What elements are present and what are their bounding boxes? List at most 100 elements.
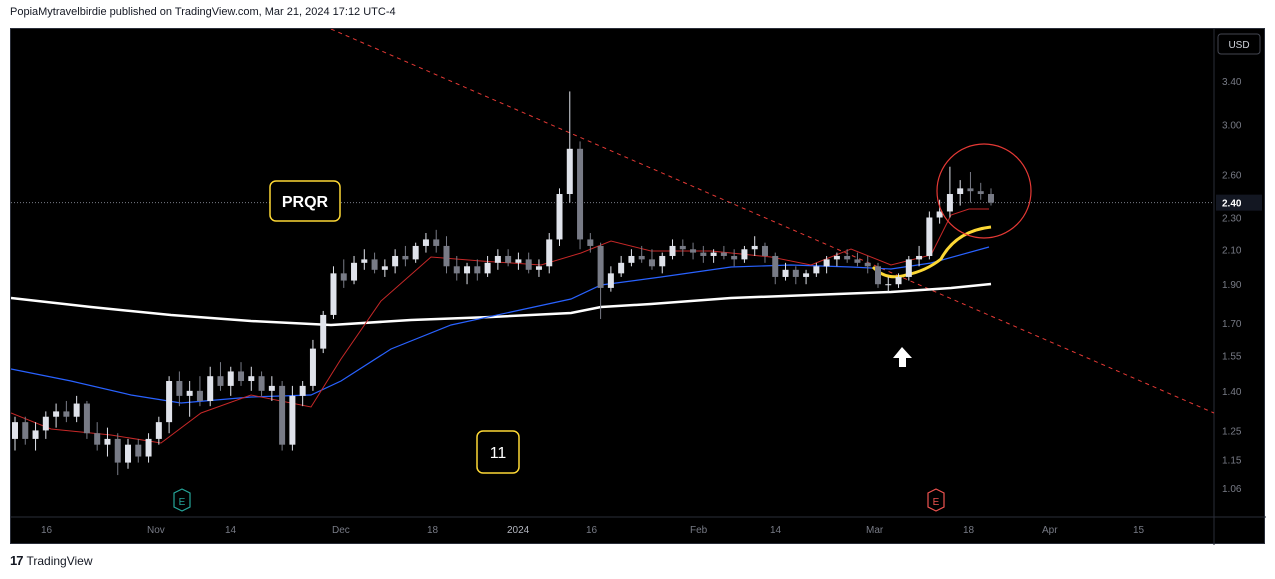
- candle-body: [422, 239, 429, 246]
- candle-body: [679, 245, 686, 250]
- ma-200-line: [11, 282, 992, 327]
- y-tick-label: 1.90: [1222, 280, 1242, 291]
- x-tick-label: Apr: [1042, 525, 1058, 536]
- candle-body: [731, 255, 738, 260]
- footer: 17 TradingView: [10, 553, 93, 568]
- candle-body: [289, 395, 296, 445]
- candle-body: [782, 269, 789, 277]
- candle-body: [484, 262, 491, 274]
- candle-body: [720, 252, 727, 256]
- candle-body: [659, 255, 666, 267]
- symbol-label-box: [269, 180, 341, 222]
- y-tick-label: 1.55: [1222, 351, 1242, 362]
- candle-body: [874, 266, 881, 285]
- candle-body: [351, 262, 358, 281]
- earnings-marker-icon: [173, 488, 191, 512]
- candle-body: [464, 266, 471, 274]
- highlight-circle: [936, 143, 1032, 239]
- candle-body: [556, 194, 563, 240]
- candle-body: [936, 211, 943, 218]
- candle-body: [176, 381, 183, 396]
- y-tick-label: 1.15: [1222, 456, 1242, 467]
- y-tick-label: 3.00: [1222, 121, 1242, 132]
- candle-body: [648, 259, 655, 267]
- candle-body: [309, 348, 316, 386]
- x-tick-label: Nov: [147, 525, 165, 536]
- candle-body: [833, 255, 840, 260]
- candle-body: [443, 245, 450, 267]
- candle-body: [587, 239, 594, 246]
- candle-body: [628, 255, 635, 263]
- candle-body: [710, 252, 717, 256]
- symbol-label: PRQR: [282, 194, 329, 211]
- candle-body: [268, 385, 275, 391]
- candle-body: [248, 376, 255, 382]
- candle-body: [474, 266, 481, 274]
- candle-body: [217, 376, 224, 386]
- ma-50-line: [11, 246, 990, 404]
- candle-body: [145, 438, 152, 457]
- downtrend-line: [330, 29, 1215, 414]
- candle-body: [864, 262, 871, 267]
- candle-body: [196, 390, 203, 401]
- candle-body: [803, 273, 810, 277]
- candle-body: [42, 416, 49, 431]
- candlestick-chart[interactable]: USD 3.40 3.00 2.60 2.30 2.10 1.90 1.70 1.55 1.40 1…: [11, 29, 1266, 545]
- candle-body: [330, 273, 337, 315]
- candle-body: [114, 438, 121, 463]
- x-tick-label: 2024: [507, 525, 530, 536]
- candle-body: [166, 381, 173, 423]
- candle-body: [412, 245, 419, 260]
- candle-body: [392, 255, 399, 267]
- candle-body: [238, 371, 245, 382]
- candle-body: [988, 194, 994, 203]
- last-price-tag: [1216, 194, 1262, 211]
- candle-body: [535, 266, 542, 270]
- candle-body: [751, 245, 758, 250]
- earnings-marker-icon: [927, 488, 945, 512]
- candle-body: [186, 390, 193, 396]
- y-tick-label: 3.40: [1222, 77, 1242, 88]
- candle-body: [320, 314, 327, 349]
- tradingview-logo-icon: 17: [10, 553, 24, 568]
- candle-body: [125, 444, 132, 463]
- x-tick-label: 18: [963, 525, 975, 536]
- count-label-box: [476, 430, 520, 474]
- candle-body: [885, 284, 892, 286]
- candle-body: [638, 255, 645, 260]
- count-label: 11: [490, 445, 507, 462]
- candle-body: [926, 217, 933, 256]
- candle-body: [690, 249, 697, 253]
- candle-body: [977, 191, 984, 195]
- candle-body: [844, 255, 851, 260]
- last-price-label: 2.40: [1222, 199, 1242, 210]
- y-tick-label: 2.30: [1222, 213, 1242, 224]
- candle-body: [618, 262, 625, 274]
- candle-body: [22, 422, 29, 439]
- candle-body: [453, 266, 460, 274]
- candle-body: [258, 376, 265, 391]
- candle-body: [94, 433, 101, 445]
- candle-body: [63, 411, 70, 417]
- chart-area[interactable]: USD 3.40 3.00 2.60 2.30 2.10 1.90 1.70 1.55 1.40 1…: [10, 28, 1266, 545]
- currency-box: [1217, 33, 1261, 55]
- candle-body: [73, 403, 80, 417]
- y-tick-label: 1.25: [1222, 426, 1242, 437]
- candle-body: [577, 148, 584, 240]
- x-tick-label: 15: [1133, 525, 1145, 536]
- candle-body: [566, 148, 573, 195]
- candle-body: [433, 239, 440, 246]
- candle-body: [895, 276, 902, 285]
- footer-brand: TradingView: [26, 553, 93, 568]
- candle-body: [515, 259, 522, 263]
- candle-body: [741, 249, 748, 260]
- candle-body: [340, 273, 347, 281]
- x-tick-label: 18: [427, 525, 439, 536]
- y-tick-label: 1.70: [1222, 319, 1242, 330]
- x-tick-label: Dec: [332, 525, 350, 536]
- candle-body: [207, 376, 214, 401]
- x-tick-label: 14: [770, 525, 782, 536]
- candle-body: [813, 266, 820, 274]
- publish-line: PopiaMytravelbirdie published on Trading…: [10, 6, 396, 18]
- candle-body: [12, 422, 18, 439]
